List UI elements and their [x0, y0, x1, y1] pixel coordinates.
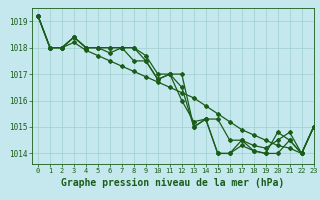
- X-axis label: Graphe pression niveau de la mer (hPa): Graphe pression niveau de la mer (hPa): [61, 178, 284, 188]
